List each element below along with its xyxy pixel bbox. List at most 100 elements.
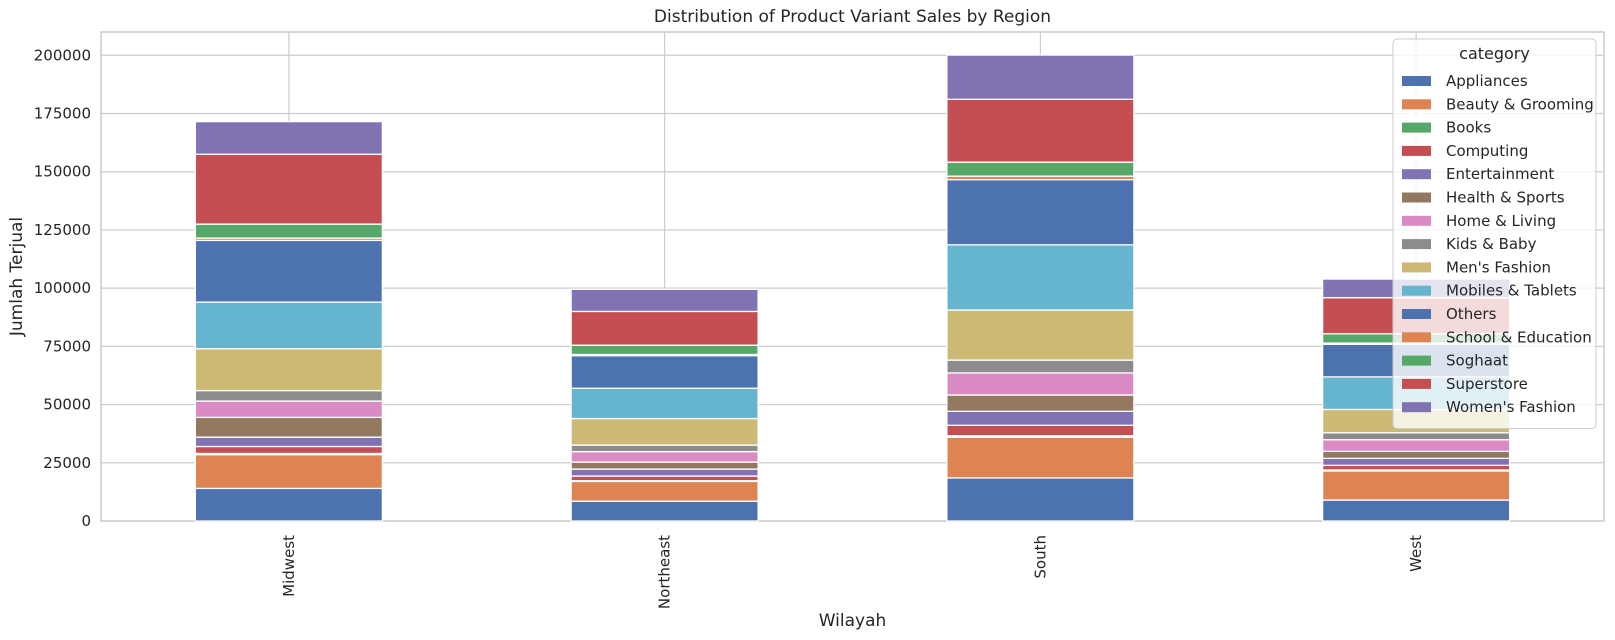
- legend-label: Mobiles & Tablets: [1446, 282, 1577, 300]
- y-axis-title: Jumlah Terjual: [7, 217, 27, 337]
- bar-segment: [570, 450, 759, 463]
- y-tick-label: 200000: [34, 46, 91, 64]
- legend-label: Health & Sports: [1446, 189, 1565, 207]
- bar-segment: [1321, 499, 1511, 522]
- bar-segment: [946, 98, 1135, 163]
- bar-segment: [570, 500, 759, 522]
- legend-swatch: [1402, 145, 1431, 156]
- bar-segment: [570, 288, 759, 313]
- legend-label: Kids & Baby: [1446, 235, 1537, 253]
- legend-box: [1392, 38, 1597, 429]
- bar-segment: [570, 344, 759, 356]
- bar-segment: [946, 410, 1135, 426]
- bar-segment: [194, 153, 384, 225]
- legend-label: Home & Living: [1446, 212, 1556, 230]
- legend-label: Books: [1446, 119, 1491, 137]
- legend: category Appliances Beauty & Grooming Book…: [1392, 38, 1597, 429]
- legend-label: Entertainment: [1446, 165, 1554, 183]
- chart-title: Distribution of Product Variant Sales by…: [654, 7, 1051, 27]
- legend-swatch: [1402, 402, 1431, 413]
- bar-segment: [194, 223, 384, 239]
- bar-segment: [194, 436, 384, 448]
- bar-segment: [570, 461, 759, 470]
- legend-swatch: [1402, 332, 1431, 343]
- y-tick-label: 175000: [34, 105, 91, 123]
- y-tick-label: 125000: [34, 221, 91, 239]
- bar-segment: [1321, 457, 1511, 466]
- bar-segment: [194, 348, 384, 392]
- legend-label: Soghaat: [1446, 352, 1508, 370]
- bar-segment: [194, 453, 384, 490]
- y-tick-label: 0: [81, 512, 91, 530]
- bar-segment: [1321, 470, 1511, 501]
- bar-segment: [570, 468, 759, 477]
- legend-label: Men's Fashion: [1446, 258, 1551, 276]
- bar-segment: [946, 424, 1135, 437]
- bar-segment: [570, 387, 759, 420]
- legend-swatch: [1402, 192, 1431, 203]
- legend-swatch: [1402, 76, 1431, 86]
- bar-segment: [1321, 432, 1511, 441]
- bar-segment: [194, 389, 384, 402]
- legend-label: Superstore: [1446, 375, 1528, 393]
- bar-segment: [946, 244, 1135, 311]
- x-tick-label: Midwest: [280, 535, 298, 597]
- legend-swatch: [1402, 215, 1431, 226]
- legend-swatch: [1402, 239, 1431, 250]
- bar-segment: [1321, 450, 1511, 460]
- x-tick-label: South: [1031, 535, 1049, 579]
- bar-segment: [946, 394, 1135, 412]
- y-tick-label: 50000: [43, 396, 91, 414]
- bar-segment: [194, 445, 384, 455]
- legend-label: Computing: [1446, 142, 1528, 160]
- bar-segment: [570, 417, 759, 446]
- legend-swatch: [1402, 285, 1431, 296]
- bar-segment: [194, 487, 384, 522]
- bar-segment: [194, 400, 384, 419]
- bar-segment: [946, 54, 1135, 100]
- legend-swatch: [1402, 378, 1431, 389]
- legend-swatch: [1402, 355, 1431, 366]
- legend-swatch: [1402, 262, 1431, 273]
- bar-segment: [570, 355, 759, 389]
- legend-label: Beauty & Grooming: [1446, 95, 1594, 113]
- bar-segment: [1321, 464, 1511, 471]
- bar-segment: [194, 121, 384, 155]
- x-tick-label: West: [1407, 535, 1425, 572]
- bar-segment: [946, 477, 1135, 522]
- y-tick-label: 75000: [43, 337, 91, 355]
- legend-swatch: [1402, 169, 1431, 180]
- bar-segment: [570, 475, 759, 482]
- x-axis-title: Wilayah: [819, 611, 887, 631]
- bar-segment: [946, 436, 1135, 479]
- bar-segment: [570, 480, 759, 502]
- bar-segment: [194, 301, 384, 350]
- legend-swatch: [1402, 122, 1431, 133]
- bar-segment: [194, 239, 384, 303]
- plot-frame: [100, 31, 1605, 522]
- legend-swatch: [1402, 309, 1431, 319]
- bar-segment: [1321, 439, 1511, 453]
- y-tick-label: 100000: [34, 279, 91, 297]
- bar-segment: [570, 444, 759, 453]
- legend-label: Women's Fashion: [1446, 398, 1576, 416]
- legend-title: category: [1459, 44, 1530, 63]
- legend-label: Appliances: [1446, 72, 1528, 90]
- bar-segment: [946, 359, 1135, 374]
- x-tick-label: Northeast: [656, 535, 674, 609]
- y-tick-label: 150000: [34, 163, 91, 181]
- bar-segment: [946, 309, 1135, 361]
- axes: Distribution of Product Variant Sales by…: [7, 7, 1051, 631]
- bar-segment: [946, 178, 1135, 246]
- legend-label: School & Education: [1446, 328, 1592, 346]
- bar-segment: [194, 416, 384, 438]
- tick-labels: 0 25000 50000 75000 100000 125000 150000 175000…: [34, 46, 1425, 609]
- bar-segment: [946, 161, 1135, 177]
- bar-segment: [570, 310, 759, 346]
- y-tick-label: 25000: [43, 454, 91, 472]
- bar-segment: [946, 372, 1135, 396]
- legend-swatch: [1402, 99, 1431, 110]
- legend-label: Others: [1446, 305, 1497, 323]
